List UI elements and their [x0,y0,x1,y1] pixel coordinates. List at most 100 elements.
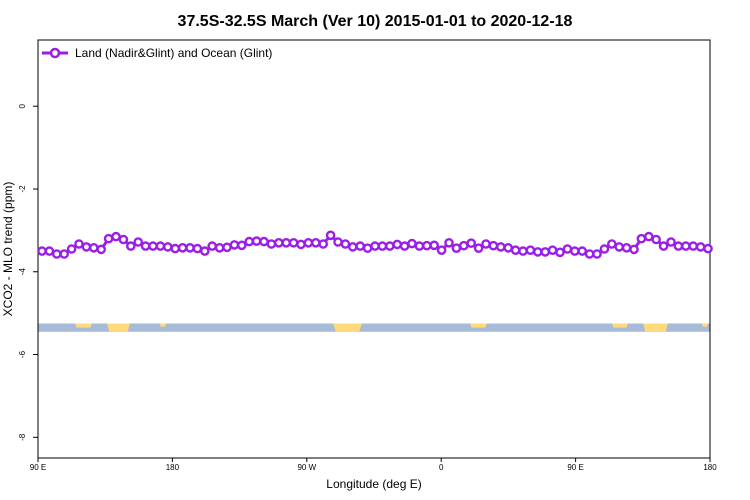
data-point [162,242,173,252]
data-point [436,245,447,255]
land-patch [470,323,487,328]
data-point [444,237,454,248]
data-point [599,244,610,254]
data-point [355,241,366,251]
data-point [192,243,203,254]
data-point [510,245,521,255]
data-point [473,243,484,253]
data-point [74,239,84,249]
data-point [266,239,277,249]
data-point [333,237,343,247]
data-point [451,243,462,253]
legend: Land (Nadir&Glint) and Ocean (Glint) [42,46,272,60]
legend-label: Land (Nadir&Glint) and Ocean (Glint) [75,46,272,60]
data-point [614,242,625,252]
data-point [259,236,269,247]
y-tick-label: -4 [18,268,27,276]
data-point [607,239,617,249]
data-point [540,247,551,257]
data-point [688,241,699,251]
data-point [466,238,477,248]
data-point [37,246,47,256]
data-point [96,244,106,255]
data-point [118,234,129,245]
data-point [207,241,217,251]
data-point [407,238,417,249]
data-point [629,244,639,255]
data-point [370,241,380,251]
land-patch [75,323,92,328]
data-point [340,239,351,249]
data-point [244,236,254,247]
x-tick-label: 180 [166,463,180,472]
data-point [236,240,247,251]
data-point [644,231,654,242]
series-points-group [37,230,713,259]
data-point [44,246,55,256]
land-patch [643,323,668,332]
data-point [651,234,662,245]
data-point [347,242,358,252]
data-point [577,246,588,256]
data-point [570,246,580,256]
x-tick-label: 180 [703,463,717,472]
data-point [148,241,158,251]
land-patch [160,323,166,327]
data-point [214,242,225,253]
ocean-band [38,323,710,332]
data-point [458,240,469,251]
data-point [140,241,151,251]
x-tick-label: 90 E [567,463,583,472]
data-point [666,237,676,247]
data-point [325,230,336,241]
land-patch [333,323,362,332]
land-patch [107,323,130,332]
data-point [533,247,543,257]
data-point [296,239,306,250]
data-point [185,242,195,253]
data-point [673,241,684,251]
data-point [488,240,499,251]
data-point [177,242,188,253]
data-point [481,239,491,249]
data-point [525,245,536,255]
data-point [52,249,62,259]
data-point [658,241,669,251]
land-mask-band [38,323,710,332]
data-point [126,241,136,251]
data-point [392,239,403,250]
data-point [155,241,166,251]
data-point [281,237,292,248]
x-tick-label: 0 [439,463,444,472]
land-patch [702,323,708,327]
data-point [66,244,77,254]
data-point [251,236,262,246]
x-axis: 90 E 180 90 W 0 90 E 180 [30,458,717,472]
data-point [495,242,506,252]
data-point [111,231,121,242]
data-point [103,233,114,244]
y-tick-label: -6 [18,350,27,358]
x-tick-label: 90 W [297,463,316,472]
legend-marker-swatch [49,47,61,59]
data-point [421,240,432,251]
data-point [362,243,373,253]
data-point [621,242,632,253]
data-point [273,237,284,248]
data-point [303,237,314,248]
x-tick-label: 90 E [30,463,46,472]
data-point [170,243,180,254]
data-point [89,242,99,253]
y-axis-label: XCO2 - MLO trend (ppm) [1,182,15,317]
data-point [681,241,691,251]
y-tick-label: -2 [18,185,27,193]
data-point [592,249,602,259]
y-tick-label: -8 [18,433,27,441]
land-patch [612,323,628,328]
data-point [318,239,329,249]
data-point [695,242,706,252]
data-point [81,242,92,252]
y-axis: 0 -2 -4 -6 -8 [18,103,38,441]
x-axis-label: Longitude (deg E) [326,477,421,491]
data-point [288,237,299,248]
